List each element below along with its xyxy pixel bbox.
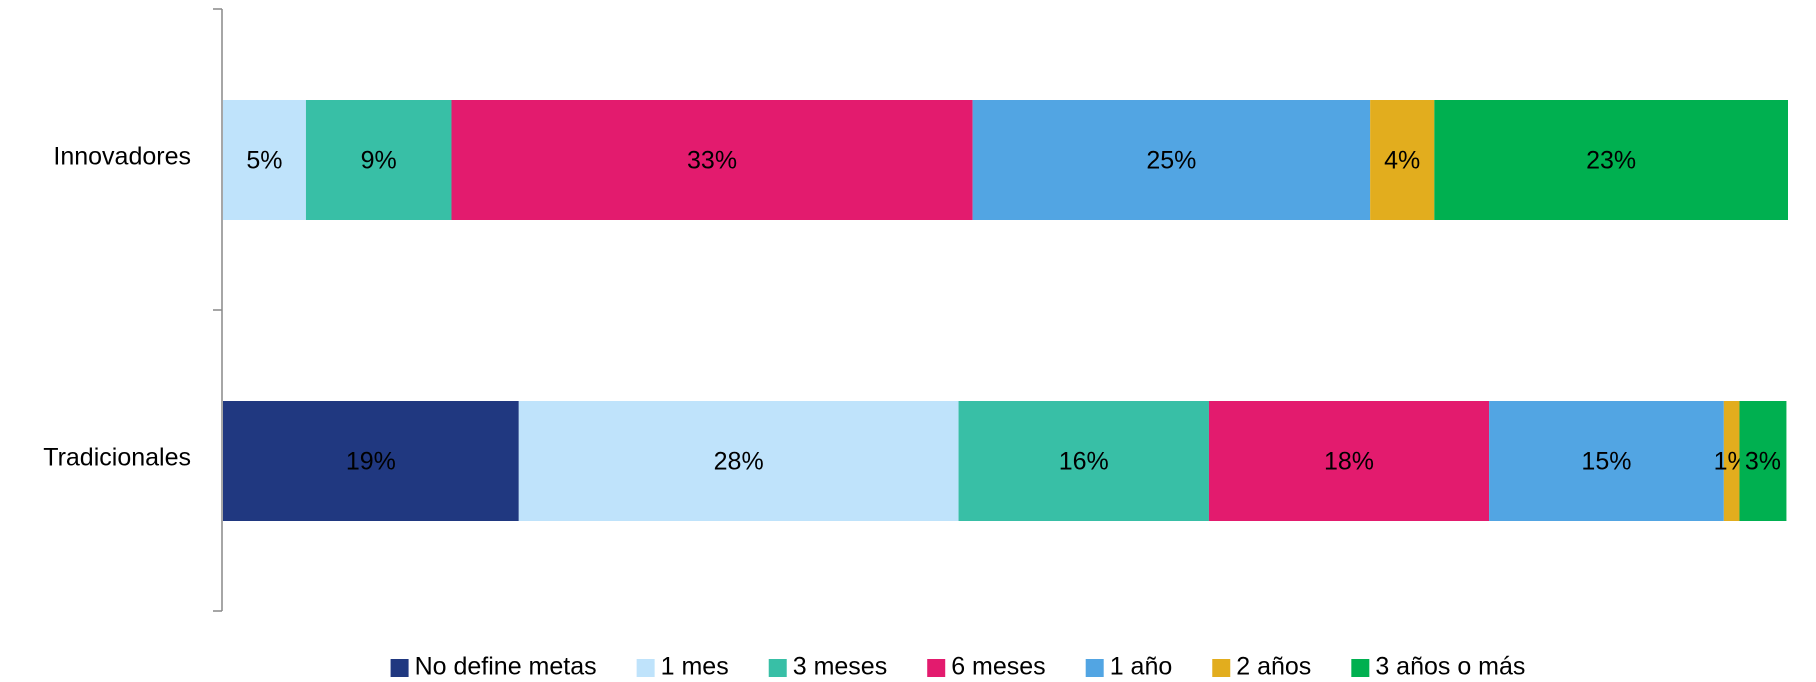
legend-label: 2 años	[1236, 653, 1311, 681]
legend-label: 3 meses	[793, 653, 887, 681]
legend-label: No define metas	[415, 653, 597, 681]
legend-swatch	[768, 659, 787, 677]
legend-swatch	[1351, 659, 1370, 677]
data-label: 5%	[246, 147, 282, 175]
bar-segment	[958, 401, 1209, 521]
data-label: 4%	[1384, 147, 1420, 175]
data-label: 25%	[1146, 147, 1196, 175]
data-label: 9%	[361, 147, 397, 175]
data-label: 28%	[714, 448, 764, 476]
bar-segment	[223, 401, 519, 521]
legend-swatch	[636, 659, 655, 677]
data-label: 19%	[346, 448, 396, 476]
legend-swatch	[927, 659, 946, 677]
category-label: Tradicionales	[43, 444, 191, 472]
legend-swatch	[1085, 659, 1104, 677]
bar-segment	[972, 100, 1371, 220]
bar-segment	[1370, 100, 1435, 220]
legend-label: 1 año	[1110, 653, 1173, 681]
bar-segment	[451, 100, 973, 220]
data-label: 18%	[1324, 448, 1374, 476]
legend-label: 1 mes	[661, 653, 729, 681]
data-label: 23%	[1586, 147, 1636, 175]
category-label: Innovadores	[53, 143, 191, 171]
bar-segment	[1208, 401, 1490, 521]
bar-segment	[1723, 401, 1740, 521]
bar-segment	[518, 401, 959, 521]
legend-label: 3 años o más	[1375, 653, 1525, 681]
bar-segment	[1434, 100, 1788, 220]
legend-label: 6 meses	[951, 653, 1045, 681]
legend-swatch	[390, 659, 409, 677]
bar-segment	[305, 100, 452, 220]
legend-swatch	[1212, 659, 1231, 677]
data-label: 33%	[687, 147, 737, 175]
bar-segment	[1489, 401, 1724, 521]
bar-segment	[1739, 401, 1787, 521]
data-label: 15%	[1581, 448, 1631, 476]
data-label: 16%	[1059, 448, 1109, 476]
bar-segment	[223, 100, 306, 220]
data-label: 3%	[1745, 448, 1781, 476]
